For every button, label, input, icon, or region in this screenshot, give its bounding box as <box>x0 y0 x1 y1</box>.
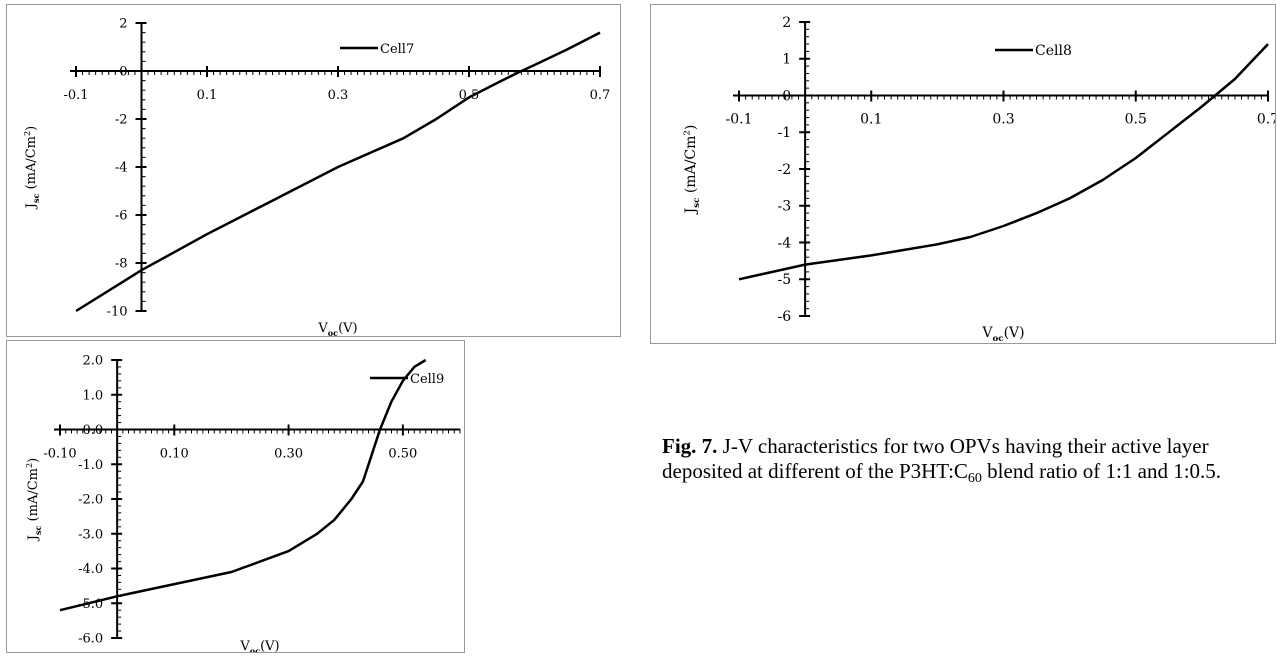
x-tick-label: -0.1 <box>726 112 753 128</box>
y-tick-label: 1.0 <box>82 388 103 403</box>
minor-ticks <box>738 21 1269 317</box>
y-axis-label: Jsc (mA/Cm2) <box>25 458 43 542</box>
x-tick-label: 0.3 <box>328 88 349 103</box>
x-tick-label: 0.5 <box>1125 112 1147 128</box>
y-tick-label: 2 <box>782 15 791 31</box>
x-tick-label: 0.50 <box>388 447 417 462</box>
chart-cell8: -0.1 0.1 0.3 0.5 0.7 2 1 0 -1 -2 -3 -4 -5 -6 Cell8 Voc(… <box>682 15 1277 344</box>
x-tick-label: 0.7 <box>590 88 611 103</box>
x-tick-label: 0.1 <box>860 112 882 128</box>
x-tick-label: -0.1 <box>63 88 88 103</box>
y-tick-label: -2 <box>777 162 791 178</box>
series-line-cell8 <box>738 43 1269 281</box>
y-tick-label: 0.0 <box>82 423 103 438</box>
chart-cell9: -0.10 0.10 0.30 0.50 2.0 1.0 0.0 -1.0 -2.0 -3.0 -4… <box>25 354 461 656</box>
x-tick-label: 0.10 <box>160 447 189 462</box>
x-tick-label: 0.30 <box>274 447 303 462</box>
y-tick-label: -4 <box>777 235 791 251</box>
caption-text-before: J-V characteristics for two OPVs having … <box>662 434 1209 483</box>
y-tick-label: 2.0 <box>82 354 103 369</box>
y-tick-label: -2.0 <box>78 493 103 508</box>
legend-label: Cell8 <box>1035 43 1072 59</box>
series-line-cell9 <box>59 358 427 612</box>
y-tick-label: -10 <box>107 305 128 320</box>
y-tick-label: -4.0 <box>78 562 103 577</box>
y-tick-label: -6 <box>777 309 791 325</box>
y-tick-label: -4 <box>115 161 128 176</box>
caption-label: Fig. 7. <box>662 434 718 458</box>
figure-caption: Fig. 7. J-V characteristics for two OPVs… <box>662 434 1272 486</box>
series-line-cell7 <box>75 31 601 313</box>
y-tick-label: -3 <box>777 199 791 215</box>
y-tick-label: -2 <box>115 113 128 128</box>
x-tick-label: 0.5 <box>459 88 480 103</box>
y-tick-label: -1.0 <box>78 458 103 473</box>
x-axis-label: Voc(V) <box>981 325 1024 343</box>
axes <box>733 22 1268 316</box>
y-tick-label: 2 <box>119 17 127 32</box>
y-tick-label: -6.0 <box>78 632 103 647</box>
x-tick-label: 0.7 <box>1257 112 1275 128</box>
caption-text-after: blend ratio of 1:1 and 1:0.5. <box>981 459 1222 483</box>
y-tick-label: -8 <box>115 257 128 272</box>
axes <box>70 23 600 311</box>
chart-cell7: -0.1 0.1 0.3 0.5 0.7 2 0 -2 -4 -6 -8 -10 Cell7 Voc(V)… <box>23 17 611 338</box>
y-tick-label: -3.0 <box>78 527 103 542</box>
y-tick-label: 0 <box>119 65 127 80</box>
y-tick-label: -6 <box>115 209 128 224</box>
chart-panel-cell7: -0.1 0.1 0.3 0.5 0.7 2 0 -2 -4 -6 -8 -10 Cell7 Voc(V)… <box>6 4 621 338</box>
legend-label: Cell7 <box>380 42 414 57</box>
caption-subscript: 60 <box>967 471 982 486</box>
x-tick-label: -0.10 <box>43 447 76 462</box>
y-tick-label: 0 <box>782 88 791 104</box>
legend-label: Cell9 <box>410 372 444 387</box>
y-axis-label: Jsc (mA/Cm2) <box>23 126 41 210</box>
y-tick-label: -1 <box>777 125 791 141</box>
chart-panel-cell9: -0.10 0.10 0.30 0.50 2.0 1.0 0.0 -1.0 -2.0 -3.0 -4… <box>6 340 465 656</box>
x-axis-label: Voc(V) <box>317 321 357 336</box>
y-tick-label: -5 <box>777 272 791 288</box>
y-tick-label: 1 <box>782 52 791 68</box>
x-axis-label: Voc(V) <box>239 639 279 652</box>
y-axis-label: Jsc (mA/Cm2) <box>682 125 702 216</box>
chart-panel-cell8: -0.1 0.1 0.3 0.5 0.7 2 1 0 -1 -2 -3 -4 -5 -6 Cell8 Voc(… <box>650 4 1277 344</box>
x-tick-label: 0.1 <box>197 88 218 103</box>
x-tick-label: 0.3 <box>992 112 1014 128</box>
